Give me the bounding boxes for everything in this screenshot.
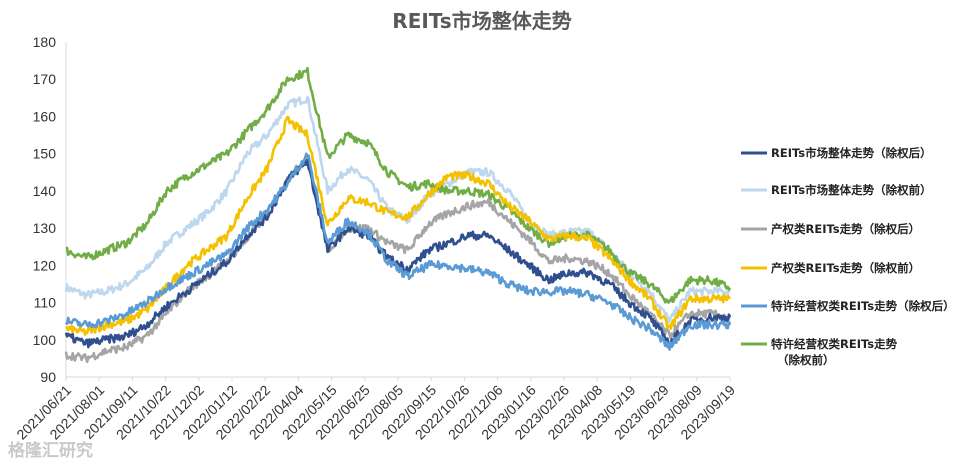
y-tick-label: 130 [33, 220, 57, 236]
chart-title: REITs市场整体走势 [392, 9, 571, 33]
y-tick-label: 100 [33, 332, 57, 348]
legend-label-0: REITs市场整体走势（除权后） [771, 146, 932, 160]
y-tick-label: 110 [34, 295, 57, 311]
y-tick-label: 120 [33, 257, 57, 273]
y-tick-label: 140 [33, 183, 57, 199]
legend-label-5: （除权前） [777, 353, 835, 367]
legend-label-3: 产权类REITs走势（除权前） [771, 261, 920, 275]
y-tick-label: 170 [33, 71, 57, 87]
series-line-4 [64, 152, 732, 351]
watermark-text: 格隆汇研究 [8, 440, 93, 461]
legend-label-5: 特许经营权类REITs走势 [771, 337, 898, 351]
y-tick-label: 180 [33, 34, 57, 50]
series-line-3 [65, 115, 732, 336]
legend: REITs市场整体走势（除权后） REITs市场整体走势（除权前） 产权类REITs… [741, 146, 955, 367]
legend-label-4: 特许经营权类REITs走势（除权后） [771, 299, 955, 313]
y-tick-label: 150 [33, 146, 57, 162]
legend-label-2: 产权类REITs走势（除权后） [771, 222, 920, 236]
series-line-2 [64, 156, 731, 364]
legend-label-1: REITs市场整体走势（除权前） [771, 183, 932, 197]
series-line-0 [64, 158, 732, 349]
y-tick-label: 90 [40, 369, 56, 385]
series-layer [64, 66, 732, 364]
axes: 901001101201301401501601701802021/06/212… [13, 34, 738, 443]
y-tick-label: 160 [33, 108, 57, 124]
